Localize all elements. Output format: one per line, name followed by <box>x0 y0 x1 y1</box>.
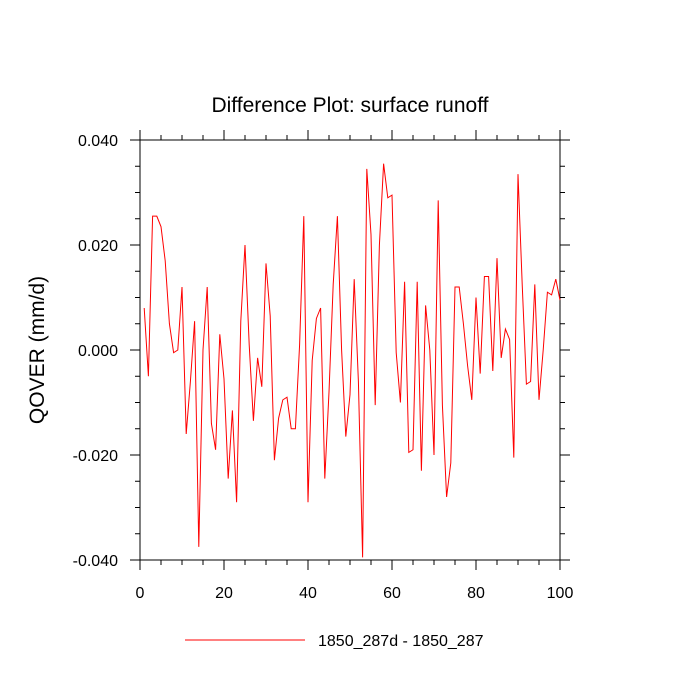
y-tick-label: 0.020 <box>78 238 118 255</box>
y-tick-label: 0.000 <box>78 343 118 360</box>
legend-label: 1850_287d - 1850_287 <box>318 633 484 650</box>
y-tick-label: -0.020 <box>73 448 118 465</box>
x-tick-label: 40 <box>299 585 317 602</box>
y-tick-label: -0.040 <box>73 553 118 570</box>
x-tick-label: 60 <box>383 585 401 602</box>
legend: 1850_287d - 1850_287 <box>185 633 484 650</box>
y-axis-label: QOVER (mm/d) <box>26 276 49 424</box>
chart-title: Difference Plot: surface runoff <box>211 94 488 117</box>
x-tick-label: 20 <box>215 585 233 602</box>
y-tick-label: 0.040 <box>78 133 118 150</box>
series-line <box>143 163 561 558</box>
x-tick-label: 80 <box>467 585 485 602</box>
x-tick-label: 0 <box>136 585 145 602</box>
x-tick-label: 100 <box>547 585 574 602</box>
plot-area: 0 20 40 60 80 100 -0.040 -0.020 0.000 0.020 0.040 <box>73 130 574 602</box>
